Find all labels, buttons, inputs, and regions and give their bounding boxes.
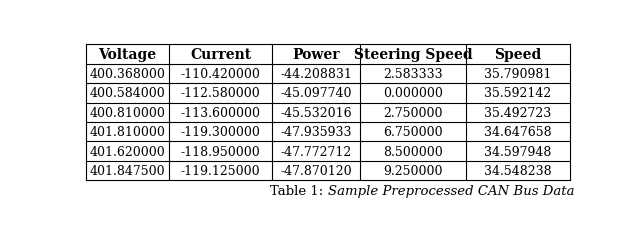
Text: -47.870120: -47.870120 <box>280 164 352 177</box>
Text: Voltage: Voltage <box>99 48 157 62</box>
Text: 2.750000: 2.750000 <box>383 106 443 119</box>
Text: 35.790981: 35.790981 <box>484 68 552 81</box>
Text: Steering Speed: Steering Speed <box>354 48 472 62</box>
Text: 34.597948: 34.597948 <box>484 145 552 158</box>
Text: 400.368000: 400.368000 <box>90 68 166 81</box>
Text: -119.125000: -119.125000 <box>180 164 260 177</box>
Text: Current: Current <box>190 48 251 62</box>
Text: 9.250000: 9.250000 <box>383 164 443 177</box>
Text: -119.300000: -119.300000 <box>180 126 260 139</box>
Text: Sample Preprocessed CAN Bus Data: Sample Preprocessed CAN Bus Data <box>328 184 575 197</box>
Text: 35.492723: 35.492723 <box>484 106 552 119</box>
Text: Power: Power <box>292 48 340 62</box>
Text: 6.750000: 6.750000 <box>383 126 443 139</box>
Text: 400.810000: 400.810000 <box>90 106 166 119</box>
Text: 401.620000: 401.620000 <box>90 145 166 158</box>
Text: -113.600000: -113.600000 <box>180 106 260 119</box>
Text: 0.000000: 0.000000 <box>383 87 443 100</box>
Text: 35.592142: 35.592142 <box>484 87 552 100</box>
Text: -44.208831: -44.208831 <box>280 68 352 81</box>
Text: 400.584000: 400.584000 <box>90 87 166 100</box>
Text: Speed: Speed <box>494 48 541 62</box>
Text: 401.810000: 401.810000 <box>90 126 166 139</box>
Text: -45.532016: -45.532016 <box>280 106 352 119</box>
Text: 401.847500: 401.847500 <box>90 164 165 177</box>
Text: 34.647658: 34.647658 <box>484 126 552 139</box>
Text: 2.583333: 2.583333 <box>383 68 443 81</box>
Text: 8.500000: 8.500000 <box>383 145 443 158</box>
Text: -112.580000: -112.580000 <box>180 87 260 100</box>
Text: -47.935933: -47.935933 <box>280 126 352 139</box>
Text: 34.548238: 34.548238 <box>484 164 552 177</box>
Text: -45.097740: -45.097740 <box>280 87 352 100</box>
Text: -47.772712: -47.772712 <box>280 145 352 158</box>
Text: Table 1:: Table 1: <box>271 184 328 197</box>
Text: -118.950000: -118.950000 <box>180 145 260 158</box>
Text: -110.420000: -110.420000 <box>180 68 260 81</box>
